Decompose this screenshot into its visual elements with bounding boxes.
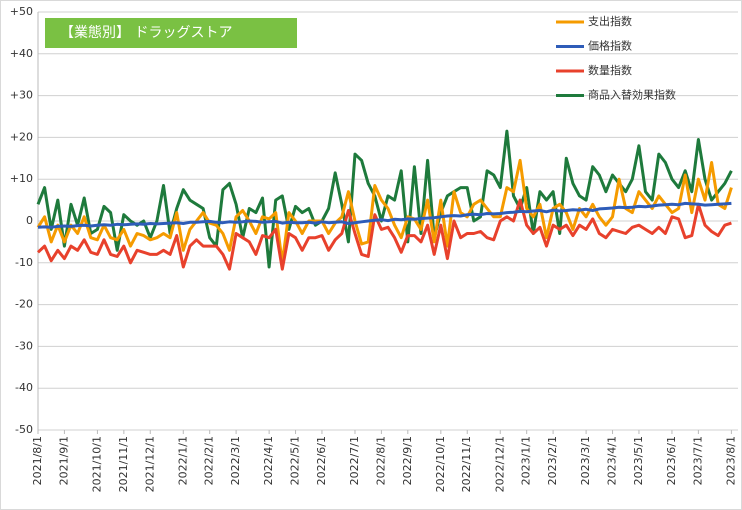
x-tick-label: 2022/5/1 bbox=[289, 436, 302, 485]
y-tick-label: -50 bbox=[15, 423, 33, 436]
x-tick-label: 2022/6/1 bbox=[315, 436, 328, 485]
x-tick-label: 2023/2/1 bbox=[546, 436, 559, 485]
x-tick-label: 2022/11/1 bbox=[460, 436, 473, 492]
x-tick-label: 2021/11/1 bbox=[117, 436, 130, 492]
chart-title: 【業態別】 ドラッグストア bbox=[60, 25, 232, 41]
series-line bbox=[36, 129, 733, 269]
legend-label: 価格指数 bbox=[588, 39, 632, 53]
x-tick-label: 2023/3/1 bbox=[579, 436, 592, 485]
x-tick-label: 2023/8/1 bbox=[724, 436, 737, 485]
y-tick-label: -30 bbox=[15, 339, 33, 352]
y-tick-label: +40 bbox=[10, 47, 33, 60]
x-tick-label: 2022/8/1 bbox=[374, 436, 387, 485]
x-tick-label: 2023/7/1 bbox=[691, 436, 704, 485]
y-tick-label: +20 bbox=[10, 130, 33, 143]
x-tick-label: 2022/12/1 bbox=[493, 436, 506, 492]
x-tick-label: 2022/9/1 bbox=[401, 436, 414, 485]
y-tick-label: -40 bbox=[15, 381, 33, 394]
series-line bbox=[36, 158, 733, 265]
title-box bbox=[45, 18, 297, 48]
y-tick-label: -20 bbox=[15, 298, 33, 311]
series-line bbox=[37, 201, 732, 229]
x-tick-label: 2022/7/1 bbox=[348, 436, 361, 485]
series-line bbox=[36, 198, 732, 271]
x-tick-label: 2022/1/1 bbox=[176, 436, 189, 485]
x-tick-label: 2023/5/1 bbox=[632, 436, 645, 485]
y-tick-label: 0 bbox=[26, 214, 33, 227]
x-tick-label: 2022/3/1 bbox=[229, 436, 242, 485]
x-tick-label: 2023/4/1 bbox=[606, 436, 619, 485]
x-tick-label: 2023/1/1 bbox=[520, 436, 533, 485]
x-tick-label: 2023/6/1 bbox=[665, 436, 678, 485]
x-tick-label: 2022/2/1 bbox=[203, 436, 216, 485]
legend-label: 支出指数 bbox=[588, 14, 632, 28]
legend-label: 数量指数 bbox=[588, 63, 632, 77]
y-tick-label: +50 bbox=[10, 5, 33, 18]
y-tick-label: -10 bbox=[15, 256, 33, 269]
x-tick-label: 2021/12/1 bbox=[143, 436, 156, 492]
x-tick-label: 2022/4/1 bbox=[262, 436, 275, 485]
x-tick-label: 2021/10/1 bbox=[90, 436, 103, 492]
y-tick-label: +10 bbox=[10, 172, 33, 185]
x-tick-label: 2022/10/1 bbox=[434, 436, 447, 492]
legend-label: 商品入替効果指数 bbox=[588, 88, 676, 102]
x-tick-label: 2021/8/1 bbox=[31, 436, 44, 485]
x-tick-label: 2021/9/1 bbox=[57, 436, 70, 485]
y-tick-label: +30 bbox=[10, 89, 33, 102]
